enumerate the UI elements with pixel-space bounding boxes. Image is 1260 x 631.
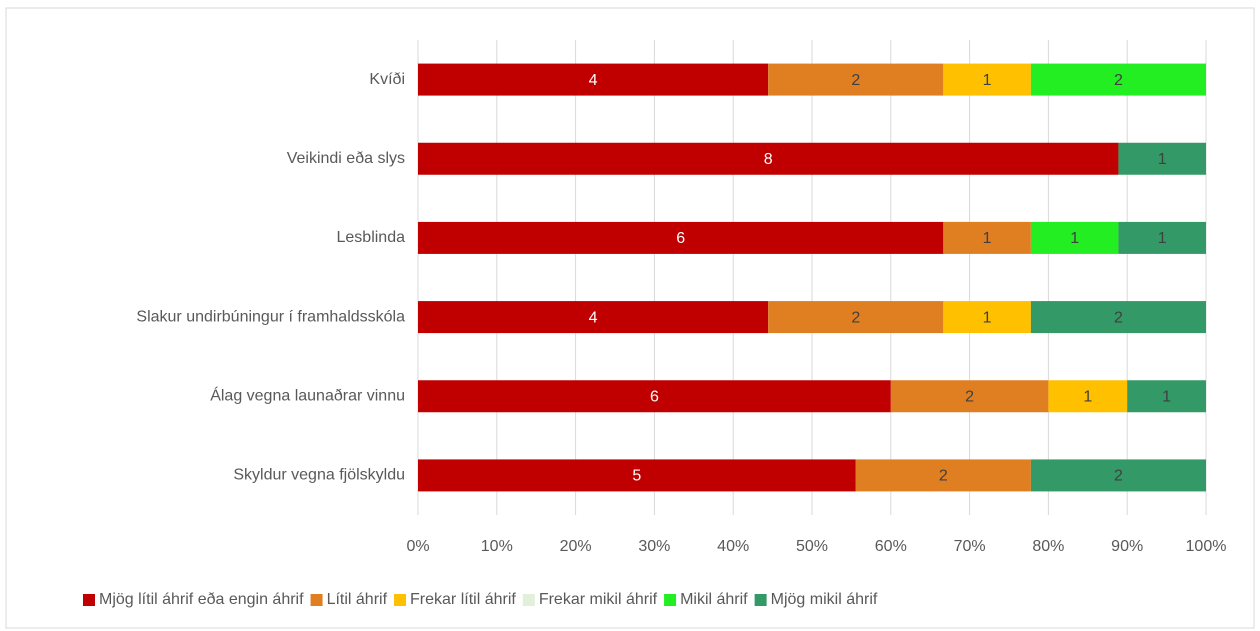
x-tick-label: 50% [796, 538, 828, 555]
data-label: 1 [983, 72, 992, 89]
data-label: 2 [851, 309, 860, 326]
bar-segment [768, 63, 944, 96]
x-tick-label: 10% [481, 538, 513, 555]
bar-segment [943, 301, 1031, 334]
legend-swatch [522, 594, 535, 606]
bar-segment [1127, 380, 1206, 413]
legend-swatch [83, 594, 95, 606]
y-tick-label: Skyldur vegna fjölskyldu [233, 467, 405, 484]
bar-segment [855, 459, 1031, 492]
x-tick-label: 20% [560, 538, 592, 555]
bar-segment [943, 63, 1031, 96]
x-tick-label: 40% [717, 538, 749, 555]
legend-label: Frekar mikil áhrif [539, 591, 658, 608]
bar-segment [890, 380, 1049, 413]
bar-segment [943, 221, 1031, 254]
bar-segment [1030, 63, 1206, 96]
x-tick-label: 80% [1032, 538, 1064, 555]
data-label: 2 [851, 72, 860, 89]
data-label: 1 [1158, 151, 1167, 168]
bar-segment [1030, 221, 1119, 254]
data-label: 2 [1114, 468, 1123, 485]
legend-label: Mikil áhrif [680, 591, 748, 608]
bar-segment [418, 63, 769, 96]
data-label: 6 [676, 230, 685, 247]
bar-segment [1048, 380, 1128, 413]
data-label: 8 [764, 151, 773, 168]
data-label: 2 [965, 388, 974, 405]
legend-swatch [754, 594, 767, 606]
x-tick-label: 90% [1111, 538, 1143, 555]
legend-label: Mjög lítil áhrif eða engin áhrif [99, 591, 304, 608]
data-label: 2 [1114, 309, 1123, 326]
y-tick-label: Álag vegna launaðrar vinnu [210, 385, 405, 404]
data-label: 1 [1162, 388, 1171, 405]
bar-segment [418, 459, 856, 492]
x-tick-label: 70% [954, 538, 986, 555]
data-label: 2 [939, 468, 948, 485]
legend-label: Frekar lítil áhrif [410, 591, 516, 608]
x-tick-label: 0% [406, 538, 429, 555]
legend-swatch [310, 594, 323, 606]
data-label: 4 [589, 309, 598, 326]
data-label: 6 [650, 388, 659, 405]
data-label: 1 [983, 309, 992, 326]
bar-segment [418, 221, 944, 254]
y-tick-label: Slakur undirbúningur í framhaldsskóla [136, 308, 405, 325]
data-label: 1 [1083, 388, 1092, 405]
data-label: 5 [632, 468, 641, 485]
bar-segment [418, 380, 891, 413]
bar-segment [418, 142, 1119, 175]
data-label: 1 [1158, 230, 1167, 247]
bar-segment [1030, 301, 1206, 334]
bar-segment [1030, 459, 1206, 492]
data-label: 2 [1114, 72, 1123, 89]
x-tick-label: 60% [875, 538, 907, 555]
legend-label: Mjög mikil áhrif [771, 591, 878, 608]
x-tick-label: 100% [1186, 538, 1227, 555]
y-tick-label: Kvíði [369, 71, 405, 88]
legend-swatch [664, 594, 677, 606]
data-label: 1 [1070, 230, 1079, 247]
y-tick-label: Veikindi eða slys [287, 150, 405, 167]
legend-label: Lítil áhrif [327, 591, 388, 608]
bar-segment [418, 301, 769, 334]
bar-segment [1118, 221, 1206, 254]
bar-segment [1118, 142, 1206, 175]
data-label: 4 [589, 72, 598, 89]
bar-segment [768, 301, 944, 334]
data-label: 1 [983, 230, 992, 247]
x-tick-label: 30% [638, 538, 670, 555]
legend-swatch [394, 594, 407, 606]
y-tick-label: Lesblinda [337, 229, 406, 246]
